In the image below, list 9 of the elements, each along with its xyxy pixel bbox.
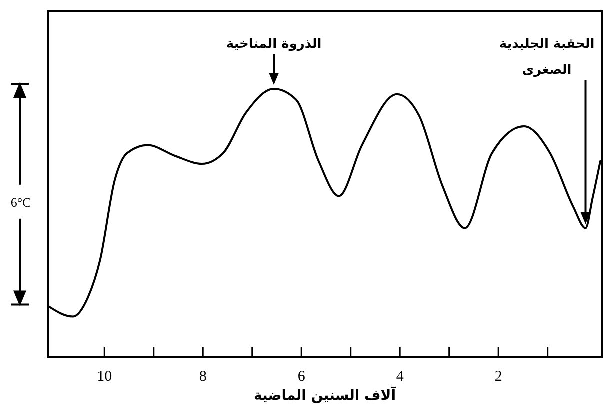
x-tick-label: 4 (396, 369, 404, 385)
x-tick-label: 2 (494, 369, 502, 385)
x-tick-label: 8 (199, 369, 207, 385)
text: الحقبة الجليدية الصغرى (499, 37, 595, 78)
x-tick-label: 6 (298, 369, 306, 385)
x-tick-label: 10 (97, 369, 112, 385)
x-axis-title: آلاف السنين الماضية (254, 386, 398, 404)
annotation: الذروة المناخية (226, 37, 322, 52)
text: 6°C (10, 194, 32, 210)
